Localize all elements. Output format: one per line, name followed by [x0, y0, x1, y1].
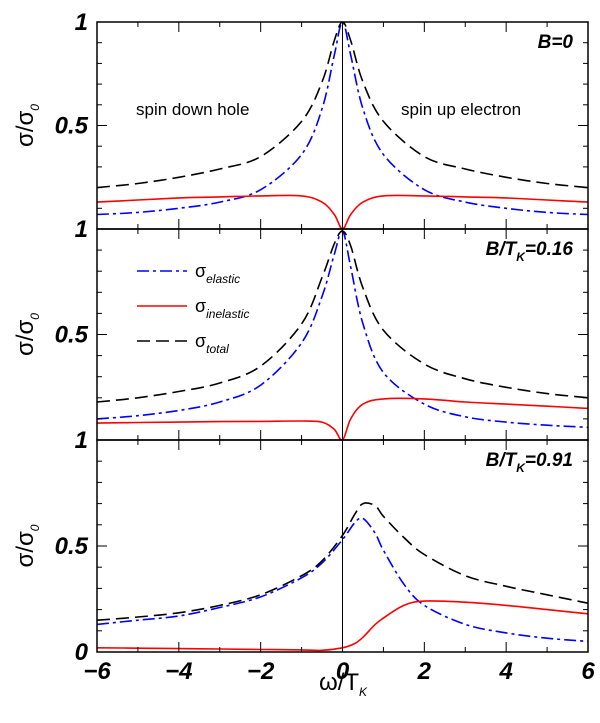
y-axis-label: σ/σ0 — [12, 104, 42, 147]
series-line-inelastic — [97, 600, 588, 652]
x-tick-label: 2 — [417, 658, 432, 685]
y-tick-label: 0.5 — [55, 113, 89, 140]
x-tick-label: 0 — [336, 658, 350, 685]
legend-label-total: σtotal — [195, 331, 229, 356]
series-line-total — [97, 502, 588, 621]
y-tick-label: 0 — [75, 639, 89, 666]
legend: σelastic σinelastic σtotal — [137, 261, 249, 356]
series-line-elastic — [97, 517, 588, 643]
annotation-left: spin down hole — [136, 100, 249, 119]
y-axis-label-text: σ/σ0 — [12, 313, 42, 356]
series-line-inelastic — [97, 397, 588, 440]
y-axis-label-text: σ/σ0 — [12, 104, 42, 147]
panel-1: 1 0.5 σ/σ0 B=0 spin down hole spin up electro… — [12, 9, 589, 230]
y-axis-label: σ/σ0 — [12, 524, 42, 567]
y-tick-label: 1 — [75, 216, 88, 243]
y-tick-label: 1 — [75, 9, 88, 36]
x-tick-label: −4 — [165, 658, 192, 685]
y-axis-label-text: σ/σ0 — [12, 524, 42, 567]
x-tick-label: −2 — [247, 658, 275, 685]
series-line-inelastic — [97, 194, 588, 229]
y-axis-label: σ/σ0 — [12, 313, 42, 356]
panel-title: B/TK=0.16 — [486, 239, 574, 264]
y-tick-label: 0.5 — [55, 322, 89, 349]
y-tick-label: 1 — [75, 427, 88, 454]
x-axis-label: ω/TK — [319, 669, 368, 699]
x-tick-label: 6 — [581, 658, 595, 685]
y-tick-label: 0.5 — [55, 533, 89, 560]
annotation-right: spin up electron — [401, 100, 521, 119]
panel-title: B/TK=0.91 — [486, 450, 573, 475]
panel-title: B=0 — [538, 32, 574, 53]
panel-3: 10.50−6 −4 −2 0 2 4 6σ/σ0B/TK=0.91ω/TK — [12, 427, 595, 699]
legend-label-elastic: σelastic — [195, 261, 240, 286]
series-line-elastic — [97, 22, 588, 216]
panel-2: 1 0.5 σ/σ0 B/TK=0.16 — [12, 216, 589, 441]
x-tick-label: 4 — [498, 658, 512, 685]
x-tick-label: −6 — [83, 658, 111, 685]
legend-label-inelastic: σinelastic — [195, 296, 249, 321]
